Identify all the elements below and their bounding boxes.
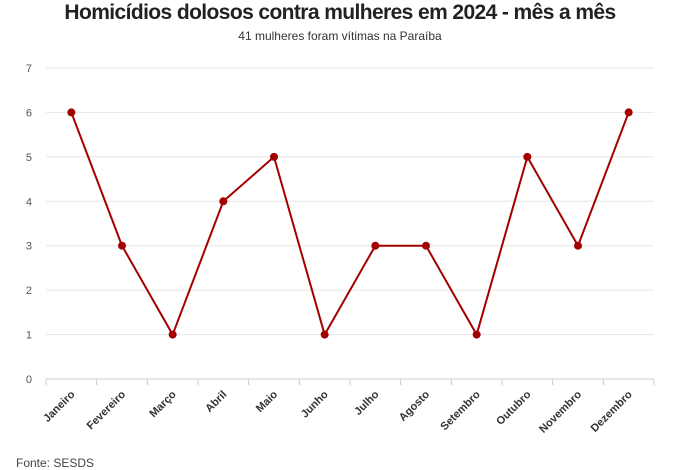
data-points: [67, 108, 633, 339]
y-tick-label: 5: [26, 152, 32, 164]
x-tick-label: Outubro: [494, 388, 533, 427]
x-axis: Janeiro Fevereiro Março Abril Maio Junho Julho…: [41, 378, 655, 436]
data-point: [219, 197, 228, 206]
y-axis: 0 1 2 3 4 5 6 7: [26, 63, 32, 386]
data-point: [371, 241, 380, 250]
x-tick-label: Novembro: [537, 388, 584, 435]
data-point: [472, 330, 481, 339]
x-tick-label: Março: [147, 388, 179, 420]
chart-source: Fonte: SESDS: [16, 456, 95, 470]
data-point: [168, 330, 177, 339]
y-tick-label: 0: [26, 374, 32, 386]
x-tick-label: Maio: [254, 388, 280, 414]
y-tick-label: 7: [26, 63, 32, 75]
x-tick-label: Janeiro: [41, 388, 77, 424]
data-point: [624, 108, 633, 117]
data-point: [422, 241, 430, 250]
series-line: [70, 112, 630, 336]
gridlines: [46, 67, 654, 336]
data-point: [320, 330, 329, 339]
chart-title: Homicídios dolosos contra mulheres em 20…: [64, 1, 616, 24]
chart-subtitle: 41 mulheres foram vítimas na Paraíba: [238, 29, 442, 43]
x-tick-label: Dezembro: [589, 388, 635, 434]
y-tick-label: 1: [26, 330, 32, 342]
data-point: [118, 241, 126, 250]
data-point: [523, 152, 532, 161]
x-tick-label: Abril: [203, 389, 229, 415]
data-point: [67, 108, 76, 117]
x-tick-label: Fevereiro: [85, 388, 129, 432]
y-tick-label: 4: [26, 196, 32, 208]
y-tick-label: 3: [26, 241, 32, 253]
data-point: [574, 241, 582, 250]
y-tick-label: 2: [26, 285, 32, 297]
x-tick-label: Julho: [352, 388, 381, 417]
y-tick-label: 6: [26, 107, 32, 119]
data-point: [270, 152, 278, 161]
x-tick-label: Setembro: [438, 388, 483, 433]
x-tick-label: Agosto: [397, 388, 432, 423]
x-tick-label: Junho: [299, 388, 331, 420]
series-line-path: [70, 112, 630, 336]
